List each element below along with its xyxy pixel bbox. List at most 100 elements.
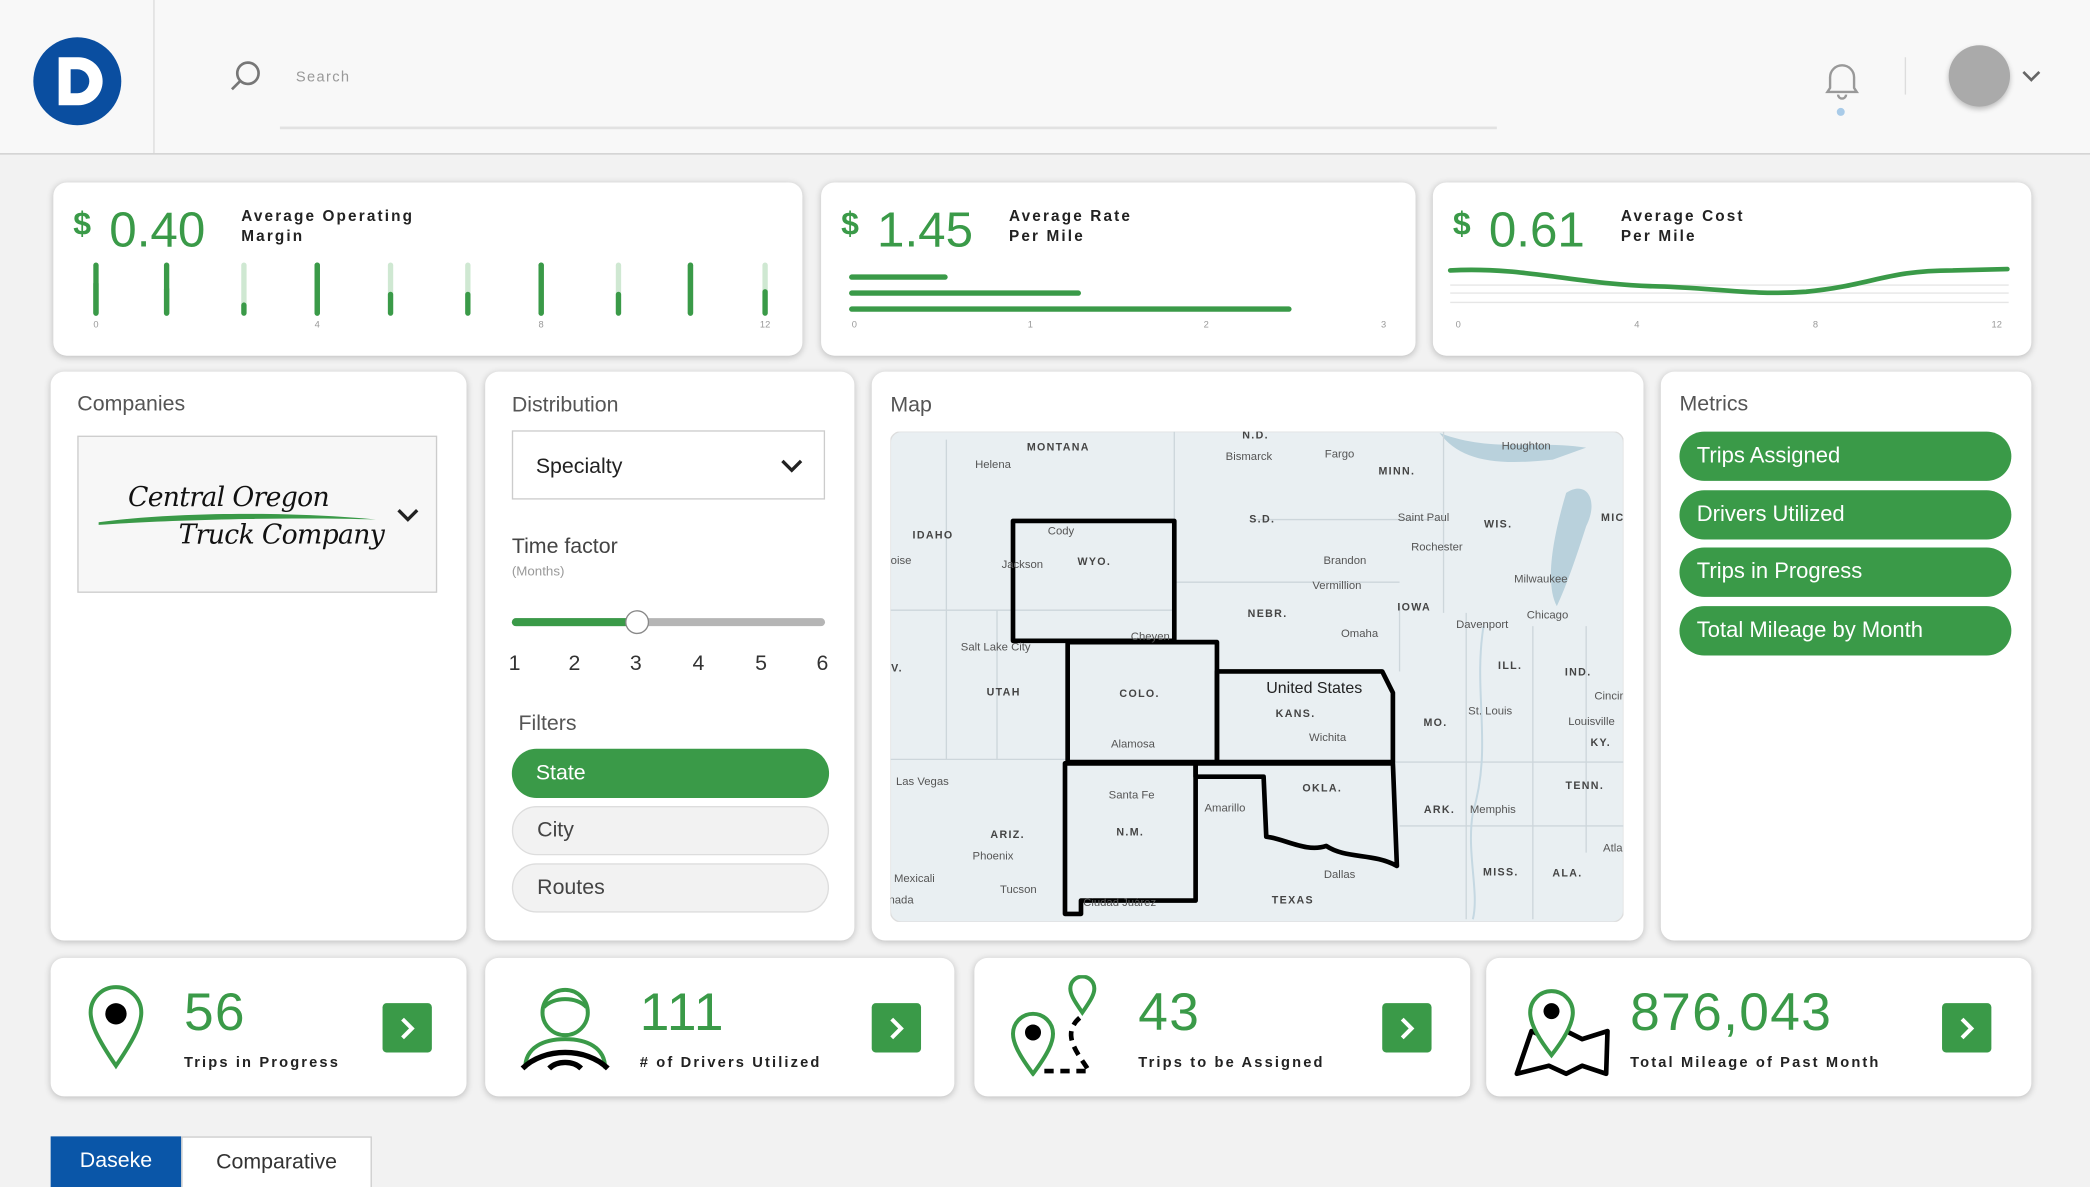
filters-title: Filters (518, 712, 577, 736)
cost-curve (1447, 266, 2010, 304)
kpi-tick-label: 0 (1455, 321, 1461, 331)
stat-arrow-button[interactable] (1382, 1003, 1432, 1053)
time-factor-option[interactable]: 1 (508, 652, 521, 676)
kpi-label: Per Mile (1620, 229, 1697, 246)
chevron-right (1400, 1017, 1415, 1040)
distribution-selected[interactable]: Specialty (535, 455, 623, 479)
kpi-tick-label: 4 (1634, 321, 1640, 331)
filter-pill[interactable]: City (511, 805, 830, 856)
map-label: WYO. (1077, 556, 1111, 568)
map-label: Jackson (1002, 559, 1044, 571)
pin-large (1011, 1011, 1055, 1077)
filter-pill[interactable]: Routes (511, 863, 830, 913)
kpi-tick-label: 8 (1812, 321, 1819, 331)
kpi-tick-label: 12 (1991, 321, 2002, 331)
pin-dot (1025, 1024, 1042, 1041)
map-label: KY. (1591, 737, 1612, 749)
kpi-label: Average Cost (1620, 209, 1745, 226)
stat-card (1486, 957, 2032, 1097)
map-label: MONTANA (1027, 441, 1090, 453)
map-label: Ciudad Juárez (1083, 897, 1156, 909)
metric-button[interactable]: Total Mileage by Month (1679, 605, 2012, 655)
map-label: MO. (1423, 717, 1447, 729)
head (540, 987, 590, 1038)
selected-state-outline (1214, 669, 1396, 765)
kpi-tick-label: 0 (93, 321, 99, 331)
filter-pill[interactable]: State (511, 748, 830, 798)
map-label: ARK. (1424, 804, 1455, 816)
map-label: UTAH (987, 687, 1021, 699)
map-label: Fargo (1325, 448, 1355, 460)
hair (542, 997, 588, 1009)
pin-icon (88, 985, 144, 1070)
map-label: MINN. (1378, 465, 1415, 477)
slider-fill (511, 618, 638, 627)
kpi-tick-label: 4 (314, 321, 320, 331)
notification-bell[interactable] (1823, 59, 1860, 120)
time-factor-option[interactable]: 2 (568, 652, 581, 676)
divider (1904, 57, 1907, 95)
kpi-label: Average Operating (241, 209, 415, 226)
avatar[interactable] (1948, 45, 2011, 107)
route-icon (1011, 975, 1097, 1077)
stat-value: 111 (639, 983, 725, 1042)
select-chevron (781, 459, 803, 473)
time-factor-title: Time factor (511, 535, 618, 559)
pin (1528, 989, 1575, 1059)
kpi-label: Margin (241, 229, 305, 246)
chevron-right (401, 1017, 415, 1040)
map-label: Cincir (1594, 691, 1623, 703)
stat-label: # of Drivers Utilized (639, 1055, 822, 1072)
map-label: Cody (1048, 526, 1075, 538)
logo[interactable] (29, 33, 125, 129)
search-underline (279, 126, 1497, 130)
search-placeholder[interactable]: Search (295, 69, 351, 86)
avatar-chevron[interactable] (2021, 68, 2042, 84)
chevron-right (890, 1017, 904, 1040)
map-label: Amarillo (1205, 803, 1246, 815)
search-icon[interactable] (227, 59, 264, 94)
metric-button[interactable]: Drivers Utilized (1679, 489, 2012, 539)
time-factor-option[interactable]: 6 (816, 652, 829, 676)
time-factor-option[interactable]: 3 (629, 652, 642, 676)
map-label: V. (891, 663, 903, 675)
map-label: IND. (1565, 667, 1592, 679)
tab[interactable]: Daseke (50, 1136, 182, 1187)
kpi-currency: $ (73, 206, 92, 243)
map-label: S.D. (1249, 513, 1275, 525)
kpi-currency: $ (841, 206, 859, 243)
map-label: OKLA. (1302, 782, 1342, 794)
stat-arrow-button[interactable] (1942, 1003, 1992, 1053)
metrics-title: Metrics (1679, 393, 1749, 416)
arrow-icon (1960, 1017, 1975, 1040)
map-label: Santa Fe (1109, 789, 1155, 801)
kpi-tick-label: 12 (759, 321, 771, 331)
time-factor-option[interactable]: 4 (692, 652, 705, 676)
map-label: KANS. (1276, 708, 1316, 720)
stat-arrow-button[interactable] (871, 1003, 922, 1053)
map-background (890, 431, 1624, 922)
slider-knob[interactable] (625, 610, 650, 635)
kpi-tick-label: 0 (851, 321, 857, 331)
cost-line (1447, 266, 2010, 296)
stat-label: Trips to be Assigned (1138, 1055, 1325, 1072)
map-label: TENN. (1566, 780, 1605, 792)
map-label: N.D. (1242, 432, 1269, 442)
kpi-label: Per Mile (1009, 229, 1085, 246)
metric-button[interactable]: Trips Assigned (1679, 431, 2012, 481)
time-factor-option[interactable]: 5 (755, 652, 768, 676)
map-label: Rochester (1411, 542, 1463, 554)
map-label: MISS. (1483, 866, 1519, 878)
rate-bars (849, 274, 1292, 312)
distribution-select[interactable] (511, 430, 826, 500)
map-label: Memphis (1470, 804, 1516, 816)
map-label: Atla (1603, 843, 1623, 855)
sparkline-bars (93, 262, 768, 316)
chevron (397, 509, 419, 522)
tab[interactable]: Comparative (181, 1136, 372, 1187)
stat-arrow-button[interactable] (382, 1003, 432, 1053)
river (1469, 625, 1485, 920)
company-logo-text: Central Oregon (127, 480, 330, 513)
map-label: oise (891, 555, 912, 567)
metric-button[interactable]: Trips in Progress (1679, 547, 2012, 597)
